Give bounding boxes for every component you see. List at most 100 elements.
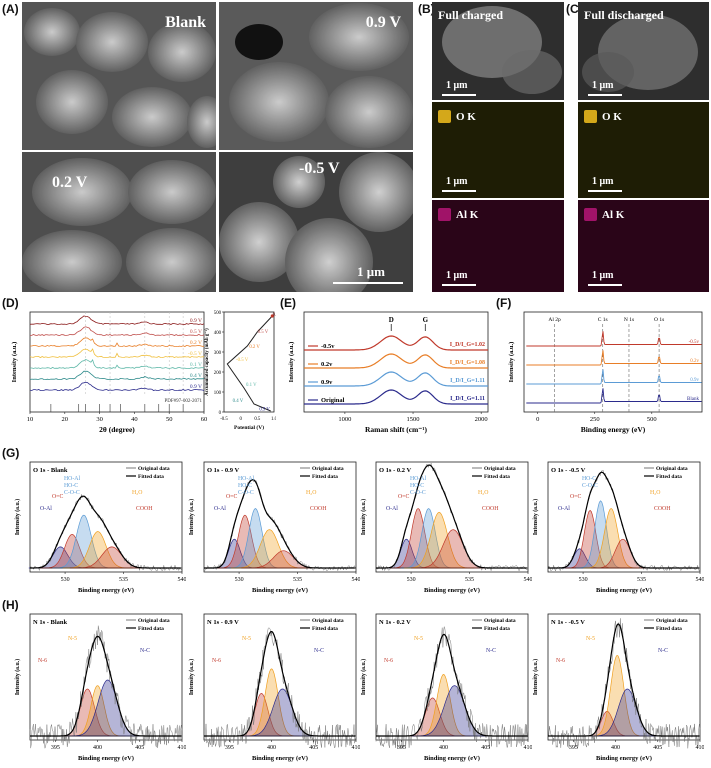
x-tick-label: 405 xyxy=(309,745,318,751)
xps-series-line xyxy=(526,350,702,366)
x-tick-label: 60 xyxy=(201,416,208,423)
xrd-series-label: 0.9 V xyxy=(190,318,202,324)
o-swatch xyxy=(438,110,451,123)
xps-series-line xyxy=(526,369,702,385)
x-tick-label: 0 xyxy=(536,416,539,423)
xrd-series-line xyxy=(29,370,205,381)
al-swatch xyxy=(584,208,597,221)
eds-texture xyxy=(578,2,709,100)
panel-f-letter: (F) xyxy=(496,296,512,310)
component-peak xyxy=(400,508,457,569)
capacity-chart: 0.9 V 0.5 V 0.2 V -0.5 V 0.1 V 0.4 V 0.9 V 0 100… xyxy=(204,311,276,431)
peak-label: H₂O xyxy=(132,490,142,496)
component-peak xyxy=(230,529,309,569)
component-peak xyxy=(216,514,273,569)
y-axis-label: Intensity (a.u.) xyxy=(14,499,21,535)
legend-original: Original data xyxy=(312,618,344,624)
xps-series-label: Blank xyxy=(687,397,699,402)
peak-label: HO-C xyxy=(238,483,252,489)
sem-image-blank: Blank xyxy=(22,2,216,150)
x-tick-label: 395 xyxy=(569,745,578,751)
reference-label: PDF#97-002-2071 xyxy=(164,399,202,404)
panel-e-letter: (E) xyxy=(280,296,296,310)
raman-ratio-label: I_D/I_G=1.02 xyxy=(450,342,485,348)
x-tick-label: 405 xyxy=(653,745,662,751)
x-tick-label: 1.0 xyxy=(271,417,276,422)
xps-series-label: -0.5v xyxy=(689,340,700,345)
panel-b-letter: (B) xyxy=(418,2,435,16)
xrd-series-line xyxy=(29,315,205,326)
sem-texture xyxy=(22,152,216,292)
eds-b-o-label: O K xyxy=(438,110,476,123)
eds-c-title: Full discharged xyxy=(584,8,664,22)
eds-b-al-map: Al K 1 μm xyxy=(432,200,564,292)
legend-fitted: Fitted data xyxy=(312,626,338,632)
x-tick-label: 400 xyxy=(611,745,620,751)
sem-label-neg0.5v: -0.5 V xyxy=(299,160,340,177)
peak-label: N-5 xyxy=(414,636,423,642)
plot-title: N 1s - 0.2 V xyxy=(379,619,411,626)
x-axis-label: Binding energy (eV) xyxy=(78,587,134,594)
peak-label: COOH xyxy=(654,506,671,512)
legend-original: Original data xyxy=(138,466,170,472)
n1s-chart: N 1s - -0.5 V Original data Fitted data N-5… xyxy=(532,613,704,762)
capacity-point-label: 0.1 V xyxy=(246,383,257,388)
x-tick-label: 500 xyxy=(647,416,657,423)
peak-label: N-6 xyxy=(212,658,221,664)
x-tick-label: 40 xyxy=(131,416,138,423)
panel-a-letter: (A) xyxy=(2,2,19,16)
raman-series-name: 0.9v xyxy=(321,379,333,386)
capacity-point-label: 0.9 V xyxy=(273,313,276,318)
y-axis-label: Accumulated capacity (mAh g⁻¹) xyxy=(204,328,210,396)
peak-label: N-5 xyxy=(68,636,77,642)
eds-b-al-scale: 1 μm xyxy=(446,270,468,281)
plot-frame xyxy=(29,461,183,573)
plot-title: O 1s - Blank xyxy=(33,467,68,474)
plot-title: O 1s - -0.5 V xyxy=(551,467,586,474)
plot-frame xyxy=(29,311,205,413)
n1s-chart: N 1s - 0.2 V Original data Fitted data N-5 N… xyxy=(360,613,532,762)
peak-label: COOH xyxy=(136,506,153,512)
peak-label: HO-C xyxy=(64,483,78,489)
peak-label: N-6 xyxy=(384,658,393,664)
raman-series-line xyxy=(304,389,488,405)
y-axis-label: Intensity (a.u.) xyxy=(532,499,539,535)
peak-label: O=C xyxy=(398,494,409,500)
y-axis-label: Intensity (a.u.) xyxy=(508,342,515,383)
marker-label: C 1s xyxy=(598,317,608,323)
peak-label: N-6 xyxy=(556,658,565,664)
x-tick-label: 535 xyxy=(119,577,128,583)
x-tick-label: 50 xyxy=(166,416,173,423)
eds-c-al-scale-bar xyxy=(588,284,622,286)
x-axis-label: Raman shift (cm⁻¹) xyxy=(365,425,428,434)
y-tick-label: 100 xyxy=(214,391,222,396)
eds-texture xyxy=(432,2,564,100)
sem-texture xyxy=(22,2,216,150)
y-axis-label: Intensity (a.u.) xyxy=(288,342,295,383)
sem-texture xyxy=(219,152,413,292)
y-tick-label: 500 xyxy=(214,311,222,316)
x-tick-label: 535 xyxy=(465,577,474,583)
peak-label: N-6 xyxy=(38,658,47,664)
x-tick-label: 405 xyxy=(135,745,144,751)
sem-image-0.9v: 0.9 V xyxy=(219,2,413,150)
x-tick-label: 1000 xyxy=(338,416,351,423)
sem-label-blank: Blank xyxy=(165,14,206,31)
x-axis-label: Binding energy (eV) xyxy=(596,755,652,762)
n1s-chart: N 1s - 0.9 V Original data Fitted data N-5 N… xyxy=(188,613,361,762)
legend-original: Original data xyxy=(656,466,688,472)
y-axis-label: Intensity (a.u.) xyxy=(188,499,195,535)
component-peak xyxy=(404,511,475,569)
y-tick-label: 200 xyxy=(214,371,222,376)
plot-frame xyxy=(523,311,703,413)
x-axis-label: Binding energy (eV) xyxy=(424,587,480,594)
xrd-series-label: -0.5 V xyxy=(188,351,202,357)
x-tick-label: 530 xyxy=(407,577,416,583)
x-tick-label: 530 xyxy=(61,577,70,583)
plot-title: N 1s - 0.9 V xyxy=(207,619,239,626)
plot-title: O 1s - 0.9 V xyxy=(207,467,240,474)
xrd-series-line xyxy=(29,358,205,370)
legend-fitted: Fitted data xyxy=(138,474,164,480)
x-tick-label: 410 xyxy=(352,745,361,751)
o1s-chart: O 1s - 0.9 V Original data Fitted data O-Al… xyxy=(188,461,360,594)
